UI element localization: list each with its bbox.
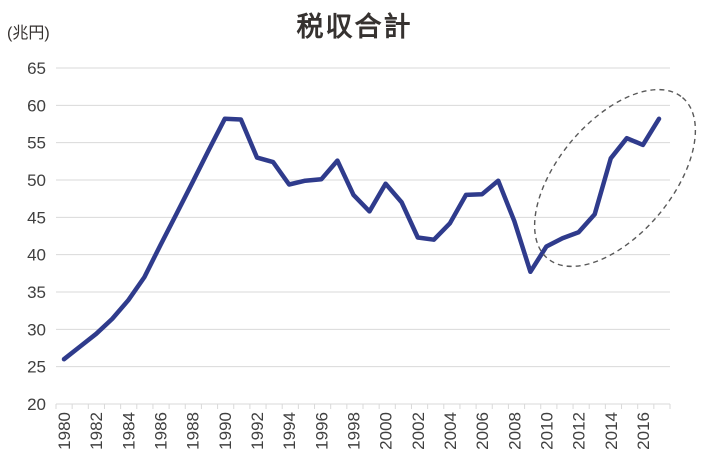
x-tick-label: 2014 [602,412,621,450]
y-axis-unit-label: (兆円) [7,25,50,42]
y-tick-label: 60 [27,96,46,115]
x-tick-label: 2010 [537,412,556,450]
x-tick-label: 2016 [634,412,653,450]
x-tick-label: 1992 [248,412,267,450]
x-tick-label: 1980 [55,412,74,450]
x-tick-label: 1982 [87,412,106,450]
x-tick-marks [55,404,671,409]
x-tick-label: 1996 [312,412,331,450]
y-tick-label: 20 [27,395,46,414]
x-tick-label: 1984 [119,412,138,450]
x-tick-label: 2012 [570,412,589,450]
y-tick-label: 65 [27,59,46,78]
x-tick-label: 2000 [377,412,396,450]
x-tick-label: 2006 [473,412,492,450]
y-tick-labels: 65 60 55 50 45 40 35 30 25 20 [27,59,46,414]
y-tick-label: 45 [27,208,46,227]
chart-title: 税収合計 [296,12,413,42]
x-tick-label: 2002 [409,412,428,450]
x-tick-label: 1998 [344,412,363,450]
y-tick-label: 55 [27,134,46,153]
y-gridlines [56,67,670,405]
y-tick-label: 30 [27,320,46,339]
y-tick-label: 40 [27,246,46,265]
x-tick-label: 1990 [216,412,235,450]
x-tick-label: 1988 [184,412,203,450]
y-tick-label: 25 [27,358,46,377]
y-tick-label: 35 [27,283,46,302]
x-tick-label: 2004 [441,412,460,450]
x-tick-label: 1994 [280,412,299,450]
x-tick-labels: 1980 1982 1984 1986 1988 1990 1992 1994 1996 1998… [55,412,653,450]
x-tick-label: 1986 [151,412,170,450]
y-tick-label: 50 [27,171,46,190]
tax-revenue-series-line [61,116,662,362]
x-tick-label: 2008 [505,412,524,450]
